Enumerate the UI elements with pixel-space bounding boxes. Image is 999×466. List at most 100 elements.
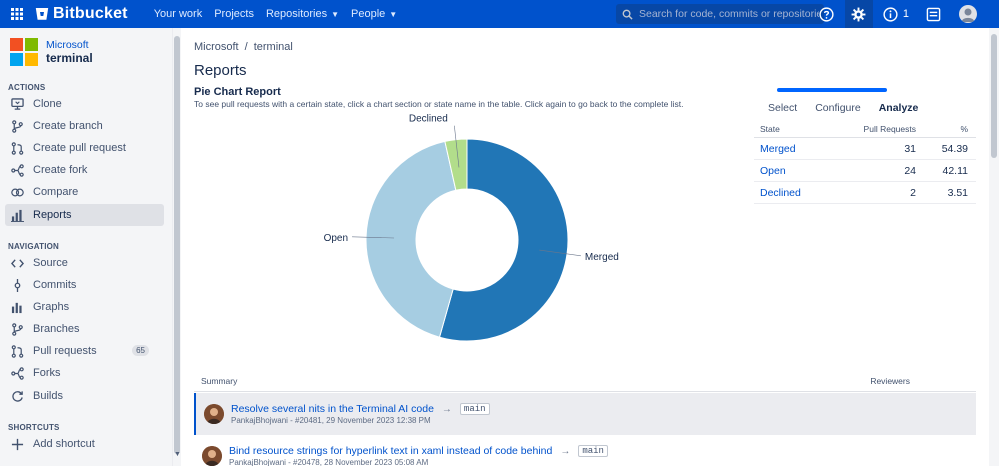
chart-title: Pie Chart Report xyxy=(194,86,281,98)
sidebar-scrollbar[interactable]: ▼ xyxy=(172,28,181,466)
branch-icon xyxy=(12,119,23,133)
tab-select[interactable]: Select xyxy=(768,102,798,114)
state-row-declined[interactable]: Declined 2 3.51 xyxy=(754,182,976,204)
summary-column-header: Summary xyxy=(201,375,238,386)
sidebar-item-commits[interactable]: Commits xyxy=(5,274,164,296)
settings-gear-icon[interactable] xyxy=(844,0,873,28)
help-icon[interactable] xyxy=(813,0,841,28)
state-percent: 42.11 xyxy=(942,164,969,177)
sidebar-item-create-branch[interactable]: Create branch xyxy=(5,115,164,137)
sidebar-item-label: Forks xyxy=(33,367,61,379)
breadcrumb: Microsoft / terminal xyxy=(194,41,293,53)
author-avatar[interactable] xyxy=(202,446,222,466)
pie-slice-open[interactable] xyxy=(365,140,457,338)
nav-label: Repositories xyxy=(265,8,328,20)
pie-label-declined[interactable]: Declined xyxy=(409,114,448,125)
sidebar-item-clone[interactable]: Clone xyxy=(5,93,164,115)
pie-leader-line xyxy=(352,236,395,239)
chart-description: To see pull requests with a certain stat… xyxy=(194,99,684,109)
pull-request-icon xyxy=(11,344,24,358)
reviewers-column-header: Reviewers xyxy=(870,375,910,386)
table-row[interactable]: Resolve several nits in the Terminal AI … xyxy=(194,393,976,435)
main-scrollbar[interactable] xyxy=(989,28,999,466)
search-icon xyxy=(622,9,633,20)
pull-request-title[interactable]: Bind resource strings for hyperlink text… xyxy=(229,445,553,457)
sidebar-item-label: Create fork xyxy=(33,164,88,176)
nav-repositories[interactable]: Repositories ▼ xyxy=(266,8,339,20)
fork-icon xyxy=(11,163,24,177)
pull-requests-count-badge: 65 xyxy=(132,345,149,356)
topbar-right: 1 xyxy=(813,0,999,28)
sidebar-item-builds[interactable]: Builds xyxy=(5,385,164,407)
main-scrollbar-thumb[interactable] xyxy=(991,34,997,158)
target-branch: main xyxy=(459,403,490,415)
state-name[interactable]: Open xyxy=(760,164,786,177)
state-name[interactable]: Declined xyxy=(760,186,801,199)
table-row[interactable]: Bind resource strings for hyperlink text… xyxy=(194,435,976,466)
user-avatar[interactable] xyxy=(959,5,977,23)
actions-section-title: ACTIONS xyxy=(8,83,46,92)
bitbucket-logo[interactable]: Bitbucket xyxy=(35,5,128,23)
sidebar-item-source[interactable]: Source xyxy=(5,252,164,274)
graph-icon xyxy=(11,302,22,313)
target-branch: main xyxy=(578,445,608,457)
sidebar-item-graphs[interactable]: Graphs xyxy=(5,296,164,318)
nav-projects[interactable]: Projects xyxy=(214,8,254,20)
brand-name: Bitbucket xyxy=(53,5,128,22)
add-shortcut-label: Add shortcut xyxy=(33,438,95,450)
pie-slice-merged[interactable] xyxy=(438,138,569,342)
compare-icon xyxy=(11,188,24,196)
search-input[interactable] xyxy=(639,8,819,20)
notifications-icon[interactable] xyxy=(877,0,905,28)
app-switcher-icon[interactable] xyxy=(3,0,31,28)
sidebar-item-reports[interactable]: Reports xyxy=(5,204,164,226)
sidebar-item-create-fork[interactable]: Create fork xyxy=(5,159,164,181)
bitbucket-icon xyxy=(35,8,49,20)
pull-request-title[interactable]: Resolve several nits in the Terminal AI … xyxy=(231,403,434,415)
pie-label-merged[interactable]: Merged xyxy=(585,252,619,263)
scroll-down-arrow-icon[interactable]: ▼ xyxy=(174,451,181,458)
pull-request-meta: PankajBhojwani - #20481, 29 November 202… xyxy=(231,416,431,425)
add-shortcut-button[interactable]: Add shortcut xyxy=(5,433,164,455)
arrow-right-icon: → xyxy=(560,445,571,457)
sidebar-item-create-pull-request[interactable]: Create pull request xyxy=(5,137,164,159)
sidebar-item-label: Clone xyxy=(33,98,62,110)
state-name[interactable]: Merged xyxy=(760,142,796,155)
nav-people[interactable]: People ▼ xyxy=(351,8,397,20)
breadcrumb-project[interactable]: Microsoft xyxy=(194,41,239,53)
sidebar-scrollbar-thumb[interactable] xyxy=(174,36,180,454)
sidebar-item-branches[interactable]: Branches xyxy=(5,318,164,340)
source-icon xyxy=(11,258,24,268)
author-avatar[interactable] xyxy=(204,404,224,424)
nav-label: Your work xyxy=(153,8,203,20)
nav-label: Projects xyxy=(214,8,254,20)
state-table: State Pull Requests % Merged 31 54.39 Op… xyxy=(754,120,976,204)
search-box[interactable] xyxy=(616,4,824,24)
state-count: 31 xyxy=(904,142,916,155)
notifications-count: 1 xyxy=(902,8,909,20)
header-state: State xyxy=(760,123,780,134)
summary-header: Summary Reviewers xyxy=(194,370,976,392)
tab-configure[interactable]: Configure xyxy=(815,102,861,114)
pie-slice-declined[interactable] xyxy=(444,138,468,191)
reports-icon xyxy=(11,209,24,222)
sidebar-item-compare[interactable]: Compare xyxy=(5,181,164,203)
state-row-merged[interactable]: Merged 31 54.39 xyxy=(754,138,976,160)
state-row-open[interactable]: Open 24 42.11 xyxy=(754,160,976,182)
whats-new-icon[interactable] xyxy=(919,0,947,28)
breadcrumb-repo[interactable]: terminal xyxy=(253,41,293,53)
top-navigation-bar: Bitbucket Your work Projects Repositorie… xyxy=(0,0,999,28)
repository-header[interactable]: Microsoft terminal xyxy=(10,38,93,66)
sidebar-item-label: Create pull request xyxy=(33,142,126,154)
state-percent: 3.51 xyxy=(947,186,968,199)
sidebar-item-pull-requests[interactable]: Pull requests 65 xyxy=(5,340,164,362)
state-percent: 54.39 xyxy=(941,142,968,155)
report-tabs: Select Configure Analyze xyxy=(768,102,936,114)
repo-name[interactable]: terminal xyxy=(46,51,93,65)
nav-your-work[interactable]: Your work xyxy=(154,8,203,20)
tab-analyze[interactable]: Analyze xyxy=(878,102,919,114)
repo-owner[interactable]: Microsoft xyxy=(46,39,89,51)
sidebar-item-forks[interactable]: Forks xyxy=(5,362,164,384)
pie-label-open[interactable]: Open xyxy=(324,233,348,244)
sidebar-item-label: Source xyxy=(33,257,68,269)
